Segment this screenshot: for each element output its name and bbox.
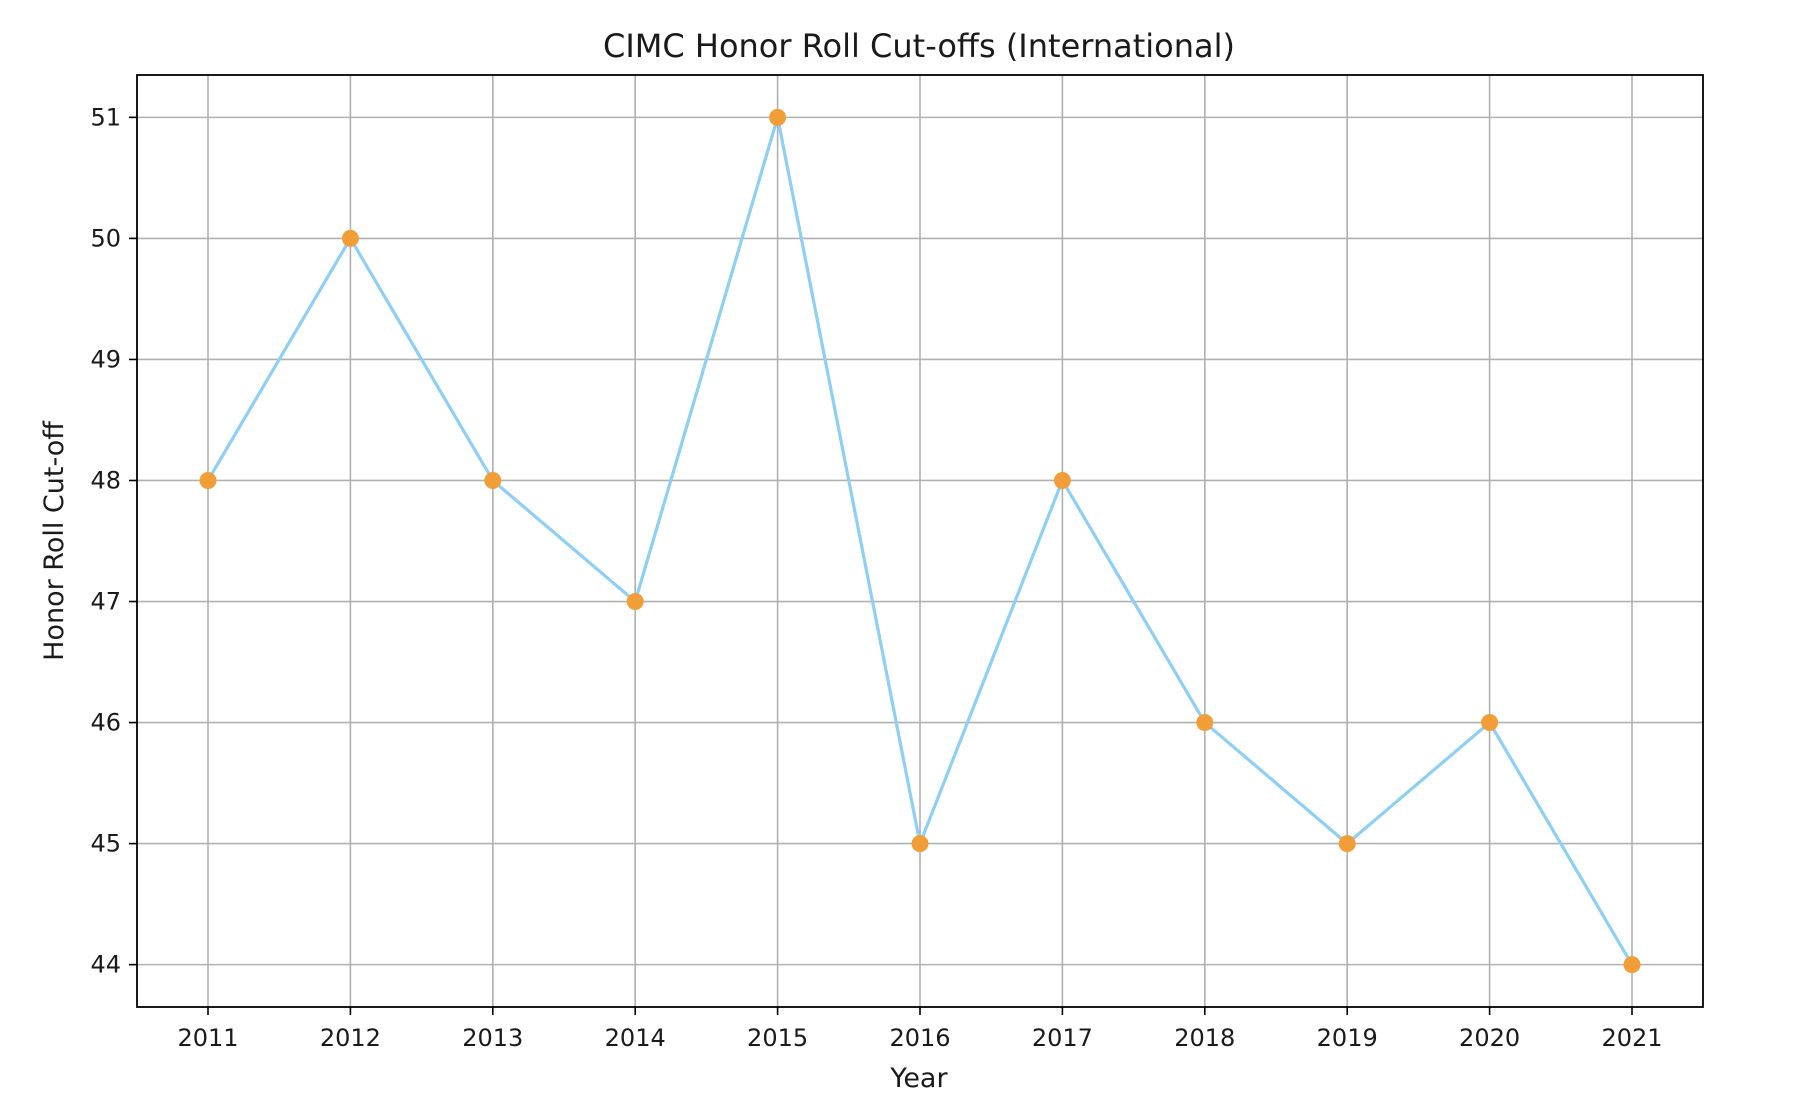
data-point-marker [1053,471,1071,489]
data-point-marker [484,471,502,489]
x-tick-label: 2012 [320,1024,381,1052]
grid-lines [137,75,1703,1007]
data-point-marker [1481,714,1499,732]
x-tick-label: 2017 [1032,1024,1093,1052]
data-point-marker [911,835,929,853]
data-point-marker [341,229,359,247]
x-tick-label: 2019 [1317,1024,1378,1052]
y-tick-label: 45 [90,830,121,858]
y-axis-ticks: 44 45 46 47 48 49 50 51 [90,103,137,979]
x-axis-ticks: 2011 2012 2013 2014 2015 2016 2017 2018 2019 2020… [177,1007,1663,1052]
data-point-marker [1623,956,1641,974]
y-axis-label: Honor Roll Cut-off [39,420,70,661]
data-point-marker [1338,835,1356,853]
x-tick-label: 2018 [1174,1024,1235,1052]
y-tick-label: 51 [90,103,121,131]
x-tick-label: 2013 [462,1024,523,1052]
x-tick-label: 2020 [1459,1024,1520,1052]
x-tick-label: 2014 [605,1024,666,1052]
y-tick-label: 49 [90,345,121,373]
data-point-marker [1196,714,1214,732]
x-axis-label: Year [889,1063,948,1094]
y-tick-label: 50 [90,224,121,252]
x-tick-label: 2021 [1601,1024,1662,1052]
data-point-marker [769,108,787,126]
x-tick-label: 2011 [177,1024,238,1052]
y-tick-label: 44 [90,951,121,979]
y-tick-label: 47 [90,588,121,616]
x-tick-label: 2016 [889,1024,950,1052]
data-points [199,108,1641,974]
x-tick-label: 2015 [747,1024,808,1052]
chart-title: CIMC Honor Roll Cut-offs (International) [603,27,1235,65]
y-tick-label: 46 [90,709,121,737]
data-point-marker [626,593,644,611]
data-point-marker [199,471,217,489]
y-tick-label: 48 [90,466,121,494]
